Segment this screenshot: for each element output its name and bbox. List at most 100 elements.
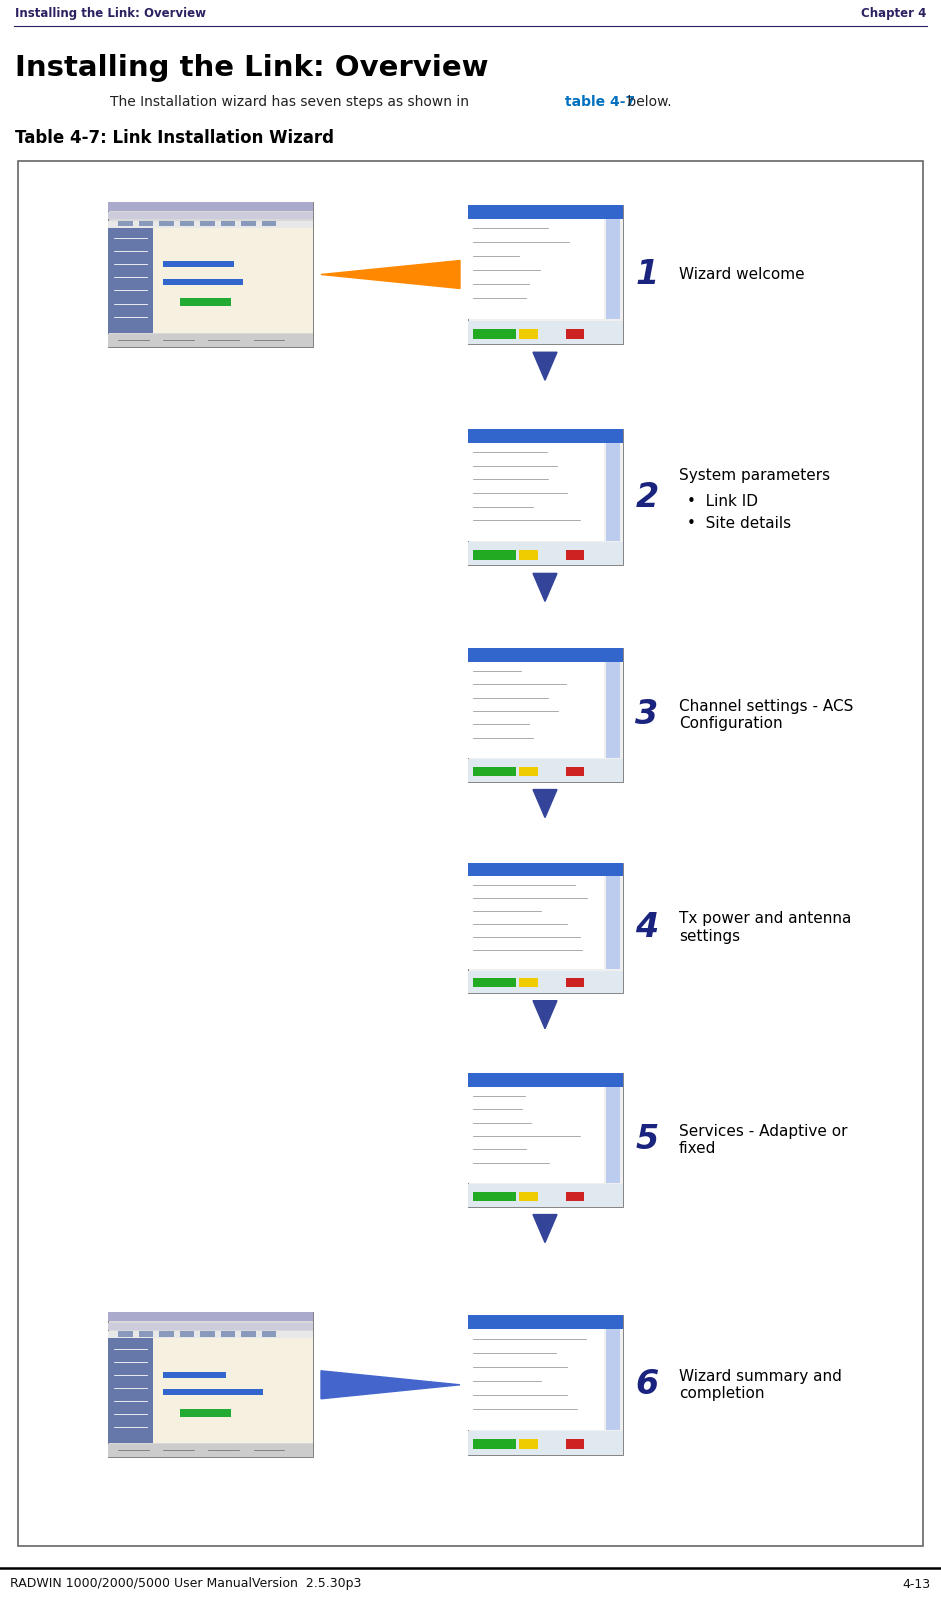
Bar [159, 1331, 173, 1336]
Bar [468, 321, 623, 345]
Bar [200, 221, 215, 226]
Bar [468, 443, 604, 541]
Bar [468, 1315, 623, 1328]
Text: 4: 4 [635, 911, 659, 945]
Bar [472, 767, 516, 776]
Bar [468, 661, 604, 757]
Bar [180, 221, 194, 226]
Bar [108, 221, 313, 229]
Bar [566, 1439, 584, 1448]
Text: •  Site details: • Site details [687, 516, 791, 531]
Bar [468, 218, 604, 319]
Bar [519, 1439, 537, 1448]
Bar [138, 1331, 153, 1336]
Bar [472, 1192, 516, 1201]
Bar [200, 1331, 215, 1336]
Bar [18, 160, 923, 1546]
Text: Services - Adaptive or
fixed: Services - Adaptive or fixed [679, 1124, 848, 1156]
Bar [468, 876, 604, 969]
Text: The Installation wizard has seven steps as shown in: The Installation wizard has seven steps … [110, 95, 473, 109]
Bar [108, 1323, 313, 1330]
Bar [472, 550, 516, 560]
Text: 3: 3 [635, 698, 659, 731]
Bar [159, 221, 173, 226]
Bar [153, 1338, 313, 1444]
Text: Channel settings - ACS
Configuration: Channel settings - ACS Configuration [679, 699, 853, 731]
Polygon shape [321, 1371, 460, 1399]
Polygon shape [533, 1214, 557, 1243]
Bar [468, 1086, 604, 1182]
Text: 1: 1 [635, 258, 659, 290]
Bar [519, 767, 537, 776]
Bar [108, 228, 153, 332]
Bar [164, 261, 234, 268]
Text: table 4-7: table 4-7 [565, 95, 635, 109]
Polygon shape [321, 260, 460, 289]
Bar [164, 1389, 263, 1395]
Bar [108, 1338, 153, 1444]
Bar [164, 1371, 226, 1378]
Bar [606, 661, 620, 757]
Bar [472, 1439, 516, 1448]
Text: Tx power and antenna
settings: Tx power and antenna settings [679, 911, 852, 943]
Text: Wizard welcome: Wizard welcome [679, 266, 805, 282]
Bar [566, 550, 584, 560]
Bar [468, 205, 623, 218]
Bar [468, 1073, 623, 1206]
Bar [519, 1192, 537, 1201]
Bar [468, 1315, 623, 1455]
Bar [519, 978, 537, 988]
Bar [262, 1331, 276, 1336]
Text: Wizard summary and
completion: Wizard summary and completion [679, 1368, 842, 1400]
Bar [468, 1184, 623, 1206]
Bar [138, 221, 153, 226]
Text: below.: below. [623, 95, 672, 109]
Bar [180, 298, 231, 306]
Bar [468, 970, 623, 993]
Bar [566, 767, 584, 776]
Bar [164, 279, 243, 284]
Text: Installing the Link: Overview: Installing the Link: Overview [15, 55, 488, 82]
Text: 6: 6 [635, 1368, 659, 1402]
Text: 2: 2 [635, 481, 659, 513]
Bar [468, 428, 623, 565]
Bar [468, 1431, 623, 1455]
Polygon shape [533, 789, 557, 818]
Text: •  Link ID: • Link ID [687, 494, 758, 508]
Bar [119, 221, 133, 226]
Bar [519, 329, 537, 338]
Bar [221, 1331, 235, 1336]
Bar [153, 228, 313, 332]
Bar [262, 221, 276, 226]
Bar [566, 329, 584, 338]
Bar [468, 648, 623, 661]
Bar [108, 334, 313, 346]
Bar [180, 1408, 231, 1416]
Text: RADWIN 1000/2000/5000 User ManualVersion  2.5.30p3: RADWIN 1000/2000/5000 User ManualVersion… [10, 1577, 361, 1591]
Bar [221, 221, 235, 226]
Bar [606, 876, 620, 969]
Bar [468, 542, 623, 565]
Bar [566, 1192, 584, 1201]
Text: 5: 5 [635, 1123, 659, 1156]
Bar [108, 1312, 313, 1458]
Bar [519, 550, 537, 560]
Bar [566, 978, 584, 988]
Bar [108, 1312, 313, 1322]
Bar [108, 212, 313, 220]
Bar [606, 218, 620, 319]
Bar [241, 221, 256, 226]
Text: Installing the Link: Overview: Installing the Link: Overview [15, 8, 206, 21]
Bar [180, 1331, 194, 1336]
Bar [108, 202, 313, 210]
Text: Table 4-7: Link Installation Wizard: Table 4-7: Link Installation Wizard [15, 128, 334, 148]
Polygon shape [533, 353, 557, 380]
Bar [468, 428, 623, 443]
Bar [472, 978, 516, 988]
Bar [468, 648, 623, 781]
Bar [468, 759, 623, 781]
Bar [468, 1328, 604, 1429]
Bar [119, 1331, 133, 1336]
Bar [606, 443, 620, 541]
Text: 4-13: 4-13 [902, 1577, 931, 1591]
